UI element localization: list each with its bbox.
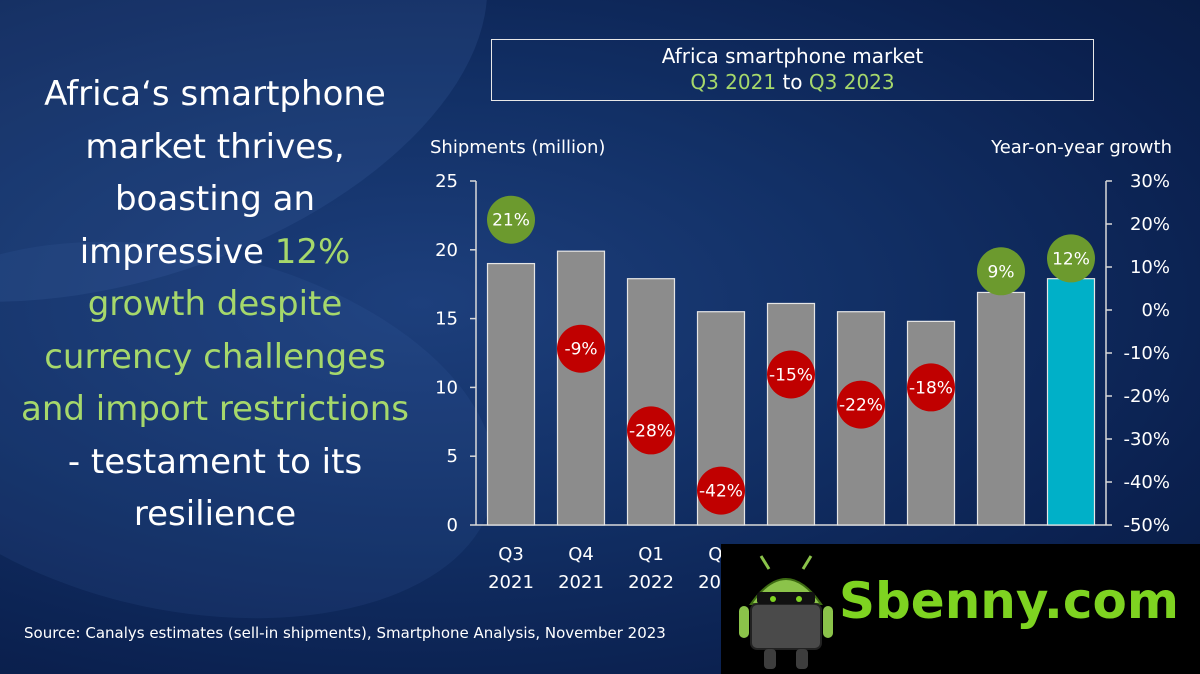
bar: [486, 262, 536, 526]
y-tick-label: 5: [447, 446, 458, 467]
growth-marker: [487, 195, 535, 244]
y-axis-title: Shipments (million): [430, 137, 605, 158]
android-mascot-logo: [739, 555, 833, 669]
growth-marker: [697, 466, 745, 515]
y-tick-label: 20: [435, 240, 458, 261]
headline-tail: - testament to its resilience: [67, 441, 363, 535]
y2-tick-label: -30%: [1123, 429, 1170, 450]
y2-tick-label: -10%: [1123, 343, 1170, 364]
chart-title: Africa smartphone market: [661, 44, 924, 68]
bar: [976, 291, 1026, 526]
y2-tick-label: 30%: [1130, 171, 1170, 192]
source-note: Source: Canalys estimates (sell-in shipm…: [24, 624, 666, 642]
x-tick-label: Q1 2022: [628, 544, 674, 593]
x-tick-label: Q3 2021: [488, 544, 534, 593]
y2-tick-label: 20%: [1130, 214, 1170, 235]
y-tick-label: 0: [447, 515, 458, 536]
growth-label: -22%: [839, 396, 883, 416]
growth-marker: [837, 380, 885, 429]
y2-tick-label: 0%: [1141, 300, 1170, 321]
growth-marker: [1047, 234, 1095, 283]
y-tick-label: 10: [435, 377, 458, 398]
growth-marker: [977, 247, 1025, 296]
watermark-text: Sbenny.com: [839, 572, 1179, 630]
chart-subtitle: Q3 2021 to Q3 2023: [492, 70, 1093, 94]
bar: [766, 302, 816, 526]
y-tick-label: 15: [435, 309, 458, 330]
x-tick-label: Q4 2021: [558, 544, 604, 593]
chart-title-box: Africa smartphone market Q3 2021 to Q3 2…: [491, 39, 1094, 101]
y-tick-label: 25: [435, 171, 458, 192]
y2-axis-title: Year-on-year growth: [990, 137, 1172, 158]
growth-label: 9%: [988, 262, 1015, 282]
growth-label: -28%: [629, 421, 673, 441]
bar: [556, 250, 606, 526]
subtitle-from: Q3 2021: [690, 70, 777, 94]
y2-tick-label: -40%: [1123, 472, 1170, 493]
headline-text: Africa‘s smartphone market thrives, boas…: [44, 74, 386, 272]
growth-label: -18%: [909, 378, 953, 398]
y2-tick-label: -20%: [1123, 386, 1170, 407]
watermark: Sbenny.com: [721, 544, 1200, 674]
headline: Africa‘s smartphone market thrives, boas…: [20, 68, 410, 541]
bar: [906, 320, 956, 526]
bar: [1046, 278, 1096, 526]
y2-tick-label: -50%: [1123, 515, 1170, 536]
growth-marker: [767, 350, 815, 399]
subtitle-to: Q3 2023: [808, 70, 895, 94]
growth-label: 12%: [1052, 249, 1090, 269]
growth-label: -9%: [564, 340, 597, 360]
growth-label: 21%: [492, 211, 530, 231]
subtitle-connector: to: [776, 70, 809, 94]
bar: [626, 278, 676, 526]
growth-marker: [557, 324, 605, 373]
headline-highlight: 12% growth despite currency challenges a…: [21, 231, 409, 430]
y2-tick-label: 10%: [1130, 257, 1170, 278]
growth-label: -15%: [769, 366, 813, 386]
growth-marker: [907, 363, 955, 412]
growth-marker: [627, 406, 675, 455]
growth-label: -42%: [699, 482, 743, 502]
